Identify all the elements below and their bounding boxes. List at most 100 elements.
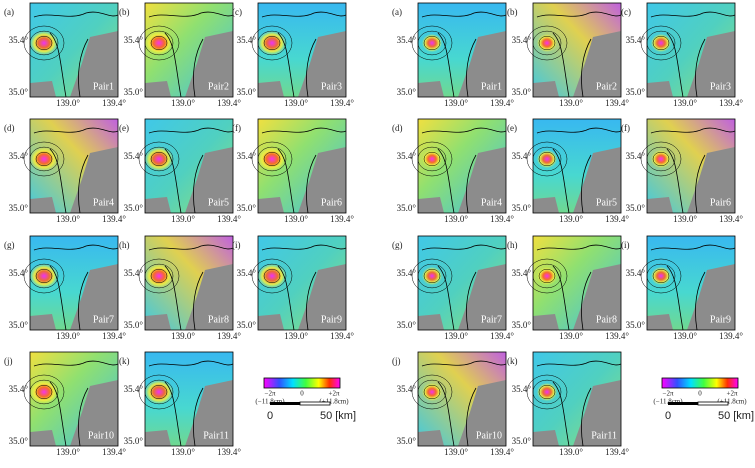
lat-tick-label: 35.4°	[512, 35, 532, 45]
lat-tick-label: 35.0°	[512, 87, 532, 97]
pair-label: Pair1	[93, 81, 114, 92]
land-area	[30, 430, 56, 446]
panel-letter: (d)	[4, 123, 15, 133]
pair-label: Pair1	[481, 81, 502, 92]
lat-tick-label: 35.4°	[124, 151, 144, 161]
colorbar	[264, 378, 340, 388]
lon-tick-label: 139.4°	[719, 98, 743, 108]
map-panel: Pair6	[641, 119, 735, 213]
land-area	[533, 197, 559, 213]
deformation-blob	[537, 267, 557, 285]
lat-tick-label: 35.0°	[124, 87, 144, 97]
lon-tick-label: 139.4°	[217, 447, 241, 457]
colorbar-label: +2π	[727, 390, 738, 398]
colorbar	[662, 378, 738, 388]
pair-label: Pair7	[481, 314, 502, 325]
lat-tick-label: 35.4°	[124, 384, 144, 394]
lon-tick-label: 139.0°	[284, 98, 308, 108]
map-panel: Pair9	[252, 236, 346, 330]
map-panel: Pair3	[252, 3, 346, 97]
lon-tick-label: 139.4°	[490, 98, 514, 108]
lon-tick-label: 139.0°	[284, 331, 308, 341]
lon-tick-label: 139.0°	[559, 98, 583, 108]
lat-tick-label: 35.4°	[237, 268, 257, 278]
land-area	[145, 81, 171, 97]
pair-label: Pair5	[596, 197, 617, 208]
panel-letter: (b)	[119, 7, 130, 17]
land-area	[533, 430, 559, 446]
lon-tick-label: 139.0°	[444, 214, 468, 224]
pair-label: Pair6	[321, 197, 342, 208]
pair-label: Pair10	[88, 430, 114, 441]
pair-label: Pair2	[208, 81, 229, 92]
colorbar-label: 0	[300, 390, 304, 398]
lat-tick-label: 35.4°	[124, 35, 144, 45]
panel-letter: (j)	[4, 356, 13, 366]
lon-tick-label: 139.0°	[56, 98, 80, 108]
lon-tick-label: 139.0°	[56, 214, 80, 224]
map-panel: Pair2	[139, 3, 233, 97]
lon-tick-label: 139.0°	[171, 98, 195, 108]
lon-tick-label: 139.4°	[217, 98, 241, 108]
lon-tick-label: 139.0°	[56, 331, 80, 341]
lat-tick-label: 35.4°	[124, 268, 144, 278]
panel-letter: (g)	[4, 240, 15, 250]
lon-tick-label: 139.0°	[673, 98, 697, 108]
pair-label: Pair8	[596, 314, 617, 325]
lat-tick-label: 35.0°	[397, 320, 417, 330]
lat-tick-label: 35.4°	[9, 35, 29, 45]
pair-label: Pair3	[710, 81, 731, 92]
lon-tick-label: 139.4°	[719, 214, 743, 224]
figure: Pair1 (a) 35.4° 35.0° 139.0° 139.4° Pair2 (b) 35…	[0, 0, 755, 468]
deformation-blob	[651, 267, 671, 285]
deformation-blob	[422, 150, 442, 168]
pair-label: Pair10	[476, 430, 502, 441]
lon-tick-label: 139.4°	[330, 331, 354, 341]
colorbar-label: −2π	[265, 390, 276, 398]
lon-tick-label: 139.0°	[673, 214, 697, 224]
lat-tick-label: 35.0°	[237, 87, 257, 97]
scale-label: 0	[665, 410, 671, 422]
lat-tick-label: 35.4°	[512, 268, 532, 278]
map-panel: Pair10	[412, 352, 506, 446]
panel-letter: (i)	[232, 240, 241, 250]
lon-tick-label: 139.4°	[719, 331, 743, 341]
pair-label: Pair3	[321, 81, 342, 92]
scale-bar	[300, 402, 330, 405]
lat-tick-label: 35.4°	[626, 268, 646, 278]
lon-tick-label: 139.4°	[102, 214, 126, 224]
panel-letter: (h)	[507, 240, 518, 250]
pair-label: Pair4	[93, 197, 114, 208]
lon-tick-label: 139.0°	[171, 331, 195, 341]
land-area	[30, 81, 56, 97]
lon-tick-label: 139.0°	[284, 214, 308, 224]
lon-tick-label: 139.4°	[490, 214, 514, 224]
lat-tick-label: 35.4°	[626, 35, 646, 45]
panel-letter: (a)	[392, 7, 402, 17]
map-panel: Pair7	[24, 236, 118, 330]
lat-tick-label: 35.0°	[124, 203, 144, 213]
land-area	[145, 430, 171, 446]
land-area	[30, 197, 56, 213]
lat-tick-label: 35.0°	[626, 320, 646, 330]
lat-tick-label: 35.0°	[512, 320, 532, 330]
scale-label: 50 [km]	[320, 410, 356, 422]
land-area	[533, 314, 559, 330]
lat-tick-label: 35.0°	[237, 203, 257, 213]
panel-letter: (f)	[621, 123, 630, 133]
deformation-blob	[651, 34, 671, 52]
lat-tick-label: 35.4°	[512, 151, 532, 161]
lon-tick-label: 139.4°	[605, 214, 629, 224]
lon-tick-label: 139.4°	[330, 98, 354, 108]
lat-tick-label: 35.0°	[397, 436, 417, 446]
panel-letter: (k)	[119, 356, 130, 366]
land-area	[258, 197, 284, 213]
land-area	[145, 197, 171, 213]
pair-label: Pair8	[208, 314, 229, 325]
deformation-blob	[537, 150, 557, 168]
scale-bar	[668, 402, 698, 405]
pair-label: Pair6	[710, 197, 731, 208]
lat-tick-label: 35.0°	[237, 320, 257, 330]
lon-tick-label: 139.4°	[102, 447, 126, 457]
lat-tick-label: 35.4°	[397, 151, 417, 161]
